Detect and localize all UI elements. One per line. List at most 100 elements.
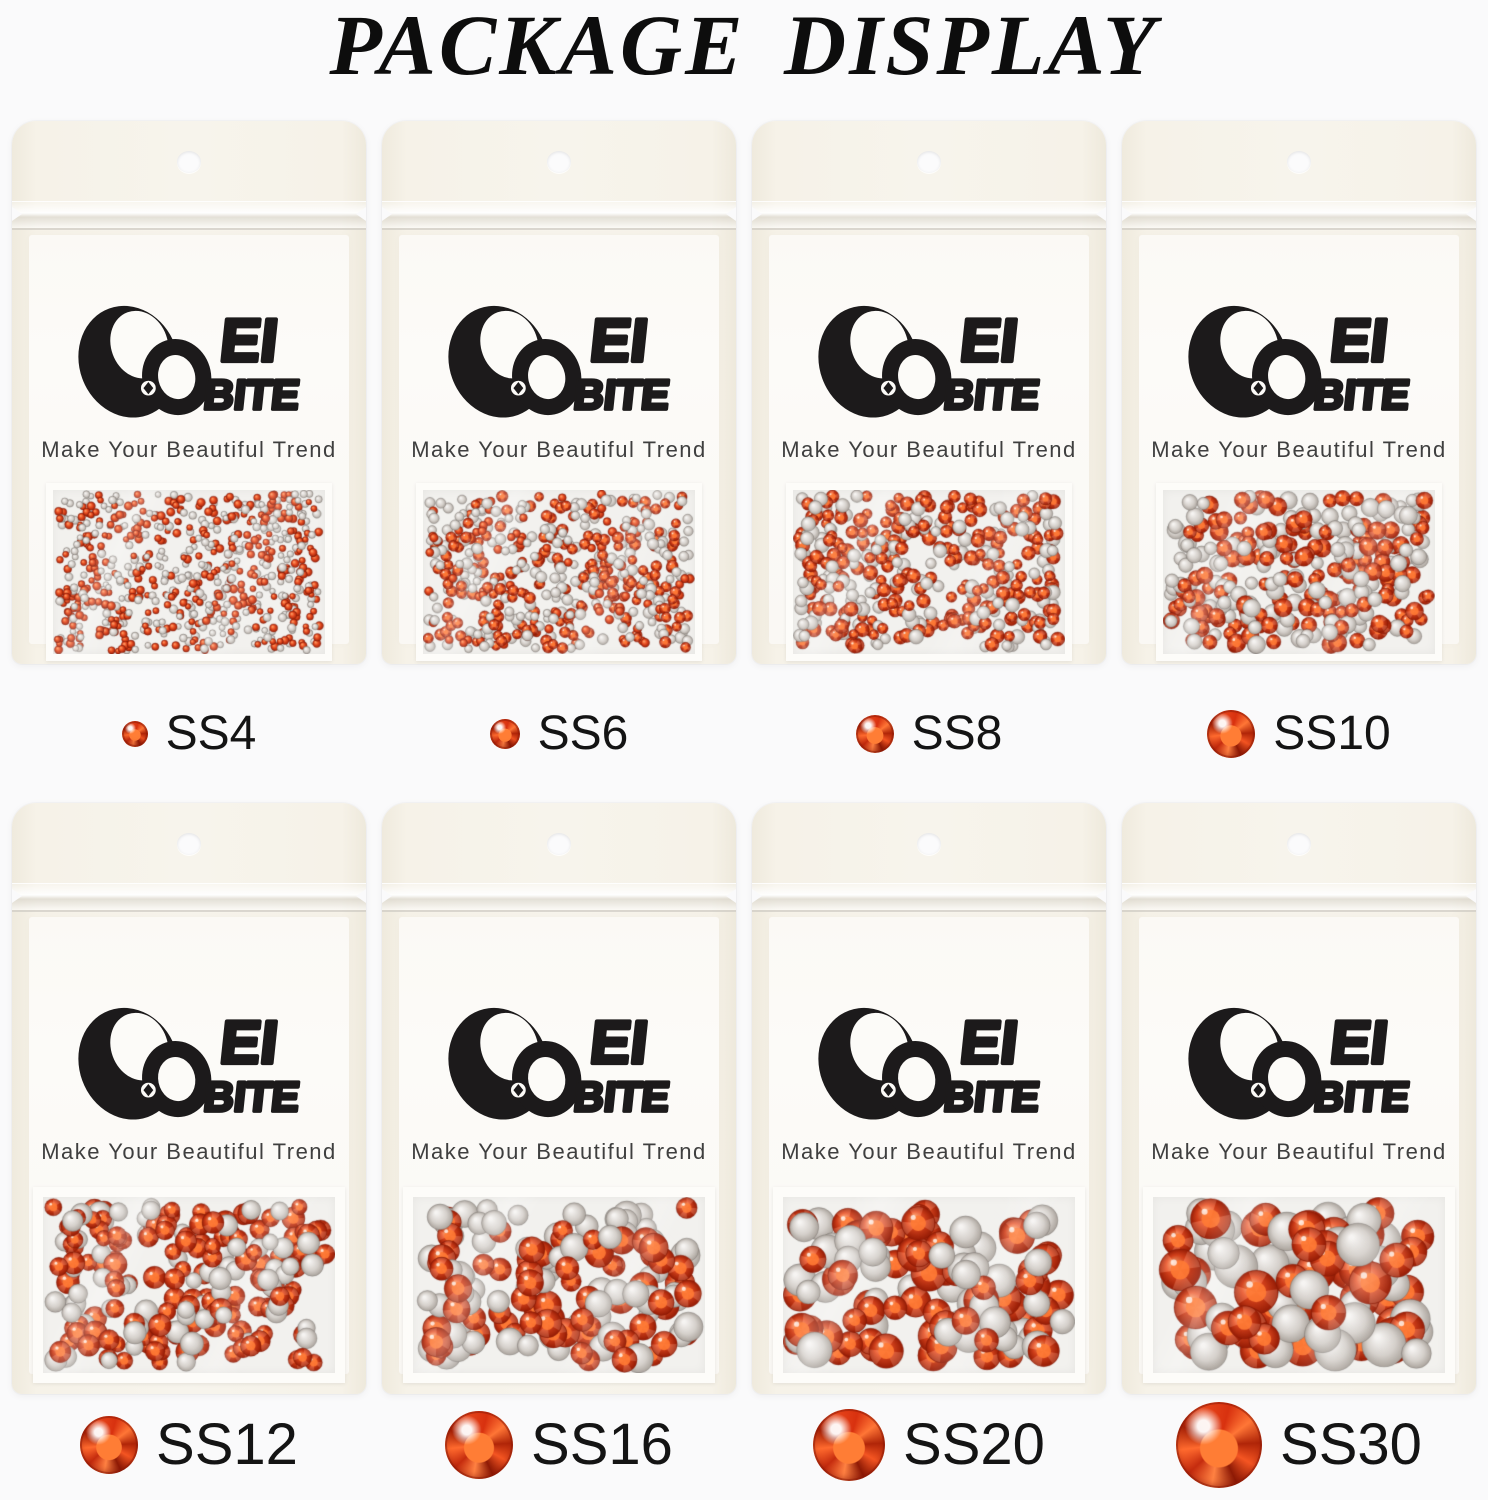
package-bag-ss8: EI BITE Make Your Beautiful Trend	[752, 121, 1106, 664]
bag-front-panel: EI BITE Make Your Beautiful Trend	[399, 235, 719, 662]
tear-notch-icon	[1096, 207, 1106, 221]
brand-logo-mark-icon: EI BITE	[818, 304, 1044, 420]
brand-logo: EI BITE	[1182, 999, 1416, 1125]
tear-notch-icon	[356, 889, 366, 903]
package-row-bottom: EI BITE Make Your Beautiful Trend	[0, 803, 1488, 1394]
rhinestone-icon	[813, 1409, 886, 1481]
tear-notch-icon	[1122, 207, 1132, 221]
brand-logo-mark-icon: EI BITE	[448, 304, 674, 420]
size-text: SS6	[537, 706, 629, 760]
tear-notch-icon	[726, 889, 736, 903]
rhinestone-window	[33, 1187, 345, 1384]
brand-logo: EI BITE	[72, 999, 306, 1125]
tear-notch-icon	[356, 207, 366, 221]
tear-notch-icon	[752, 889, 762, 903]
brand-logo: EI BITE	[72, 297, 306, 423]
hang-hole-icon	[177, 151, 201, 173]
zip-seal	[12, 883, 366, 912]
hang-hole-icon	[547, 833, 571, 855]
logo-text-bottom: BITE	[942, 371, 1042, 418]
logo-text-bottom: BITE	[202, 371, 302, 418]
rhinestones-photo	[783, 1197, 1075, 1374]
hang-hole-icon	[1287, 833, 1311, 855]
size-text: SS12	[156, 1412, 298, 1477]
bag-front-panel: EI BITE Make Your Beautiful Trend	[1139, 235, 1459, 662]
size-label-ss16: SS16	[382, 1411, 736, 1479]
brand-logo-mark-icon: EI BITE	[818, 1006, 1044, 1122]
size-text: SS30	[1280, 1412, 1422, 1477]
package-bag-ss4: EI BITE Make Your Beautiful Trend	[12, 121, 366, 664]
zip-seal	[752, 883, 1106, 912]
brand-tagline: Make Your Beautiful Trend	[1151, 437, 1447, 463]
zip-seal	[1122, 883, 1476, 912]
bag-front-panel: EI BITE Make Your Beautiful Trend	[769, 917, 1089, 1384]
rhinestone-icon	[1176, 1402, 1263, 1488]
zip-seal	[382, 883, 736, 912]
rhinestones-photo	[43, 1197, 335, 1374]
logo-text-top: EI	[587, 306, 651, 374]
tear-notch-icon	[12, 207, 22, 221]
size-label-row-bottom: SS12 SS16 SS20 SS30	[0, 1394, 1488, 1496]
rhinestones-photo	[793, 490, 1065, 655]
hang-hole-icon	[917, 833, 941, 855]
tear-notch-icon	[726, 207, 736, 221]
zip-seal	[1122, 201, 1476, 230]
logo-text-top: EI	[957, 1008, 1021, 1076]
rhinestone-icon	[855, 714, 894, 753]
brand-logo: EI BITE	[812, 297, 1046, 423]
brand-logo-mark-icon: EI BITE	[448, 1006, 674, 1122]
logo-text-top: EI	[957, 306, 1021, 374]
bag-front-panel: EI BITE Make Your Beautiful Trend	[29, 917, 349, 1384]
rhinestone-icon	[1207, 709, 1256, 758]
tear-notch-icon	[1096, 889, 1106, 903]
brand-tagline: Make Your Beautiful Trend	[1151, 1139, 1447, 1165]
tear-notch-icon	[752, 207, 762, 221]
rhinestone-icon	[445, 1411, 514, 1479]
size-label-row-top: SS4 SS6 SS8 SS10	[0, 664, 1488, 803]
brand-logo-mark-icon: EI BITE	[1188, 1006, 1414, 1122]
logo-text-bottom: BITE	[572, 1073, 672, 1120]
hang-hole-icon	[547, 151, 571, 173]
tear-notch-icon	[382, 207, 392, 221]
size-label-ss6: SS6	[382, 706, 736, 760]
rhinestone-window	[403, 1187, 715, 1384]
rhinestone-window	[416, 483, 702, 662]
tear-notch-icon	[1466, 207, 1476, 221]
hang-hole-icon	[917, 151, 941, 173]
size-text: SS16	[531, 1412, 673, 1477]
brand-tagline: Make Your Beautiful Trend	[781, 1139, 1077, 1165]
logo-text-bottom: BITE	[942, 1073, 1042, 1120]
tear-notch-icon	[1466, 889, 1476, 903]
tear-notch-icon	[12, 889, 22, 903]
size-text: SS4	[165, 706, 257, 760]
package-bag-ss20: EI BITE Make Your Beautiful Trend	[752, 803, 1106, 1394]
size-text: SS10	[1273, 706, 1391, 760]
rhinestone-window	[1143, 1187, 1455, 1384]
rhinestones-photo	[413, 1197, 705, 1374]
size-text: SS8	[911, 706, 1003, 760]
brand-logo: EI BITE	[1182, 297, 1416, 423]
logo-text-top: EI	[1327, 306, 1391, 374]
package-row-top: EI BITE Make Your Beautiful Trend	[0, 121, 1488, 664]
package-bag-ss16: EI BITE Make Your Beautiful Trend	[382, 803, 736, 1394]
zip-seal	[752, 201, 1106, 230]
brand-tagline: Make Your Beautiful Trend	[41, 1139, 337, 1165]
rhinestone-window	[1156, 483, 1442, 662]
logo-text-bottom: BITE	[572, 371, 672, 418]
rhinestone-icon	[121, 720, 148, 747]
size-label-ss8: SS8	[752, 706, 1106, 760]
size-label-ss4: SS4	[12, 706, 366, 760]
rhinestones-photo	[1153, 1197, 1445, 1374]
rhinestone-window	[773, 1187, 1085, 1384]
logo-text-bottom: BITE	[1312, 1073, 1412, 1120]
bag-front-panel: EI BITE Make Your Beautiful Trend	[29, 235, 349, 662]
rhinestone-icon	[489, 718, 520, 749]
page-title: PACKAGE DISPLAY	[329, 0, 1159, 93]
rhinestones-photo	[53, 490, 325, 655]
bag-front-panel: EI BITE Make Your Beautiful Trend	[399, 917, 719, 1384]
size-label-ss12: SS12	[12, 1416, 366, 1474]
rhinestone-window	[46, 483, 332, 662]
package-bag-ss30: EI BITE Make Your Beautiful Trend	[1122, 803, 1476, 1394]
bag-front-panel: EI BITE Make Your Beautiful Trend	[769, 235, 1089, 662]
logo-text-top: EI	[217, 306, 281, 374]
